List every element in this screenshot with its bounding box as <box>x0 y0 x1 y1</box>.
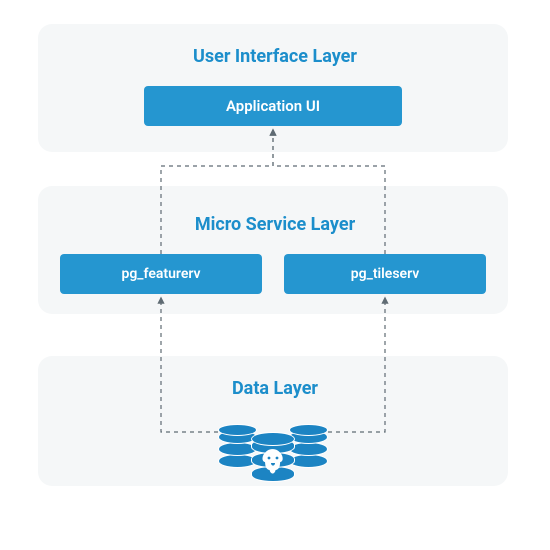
architecture-diagram: User Interface Layer Micro Service Layer… <box>0 0 550 550</box>
node-application-ui: Application UI <box>144 86 402 126</box>
layer-service-title: Micro Service Layer <box>0 214 550 235</box>
layer-data-title: Data Layer <box>0 378 550 399</box>
database-cluster-icon <box>218 402 328 472</box>
node-pg-tileserv-label: pg_tileserv <box>351 266 420 282</box>
database-icon <box>251 432 294 486</box>
node-pg-tileserv: pg_tileserv <box>284 254 486 294</box>
node-application-ui-label: Application UI <box>226 97 320 115</box>
node-pg-featureserv-label: pg_featurerv <box>121 266 200 282</box>
layer-service-card <box>38 186 508 314</box>
node-pg-featureserv: pg_featurerv <box>60 254 262 294</box>
layer-ui-title: User Interface Layer <box>0 46 550 67</box>
postgres-elephant-icon <box>257 446 289 478</box>
